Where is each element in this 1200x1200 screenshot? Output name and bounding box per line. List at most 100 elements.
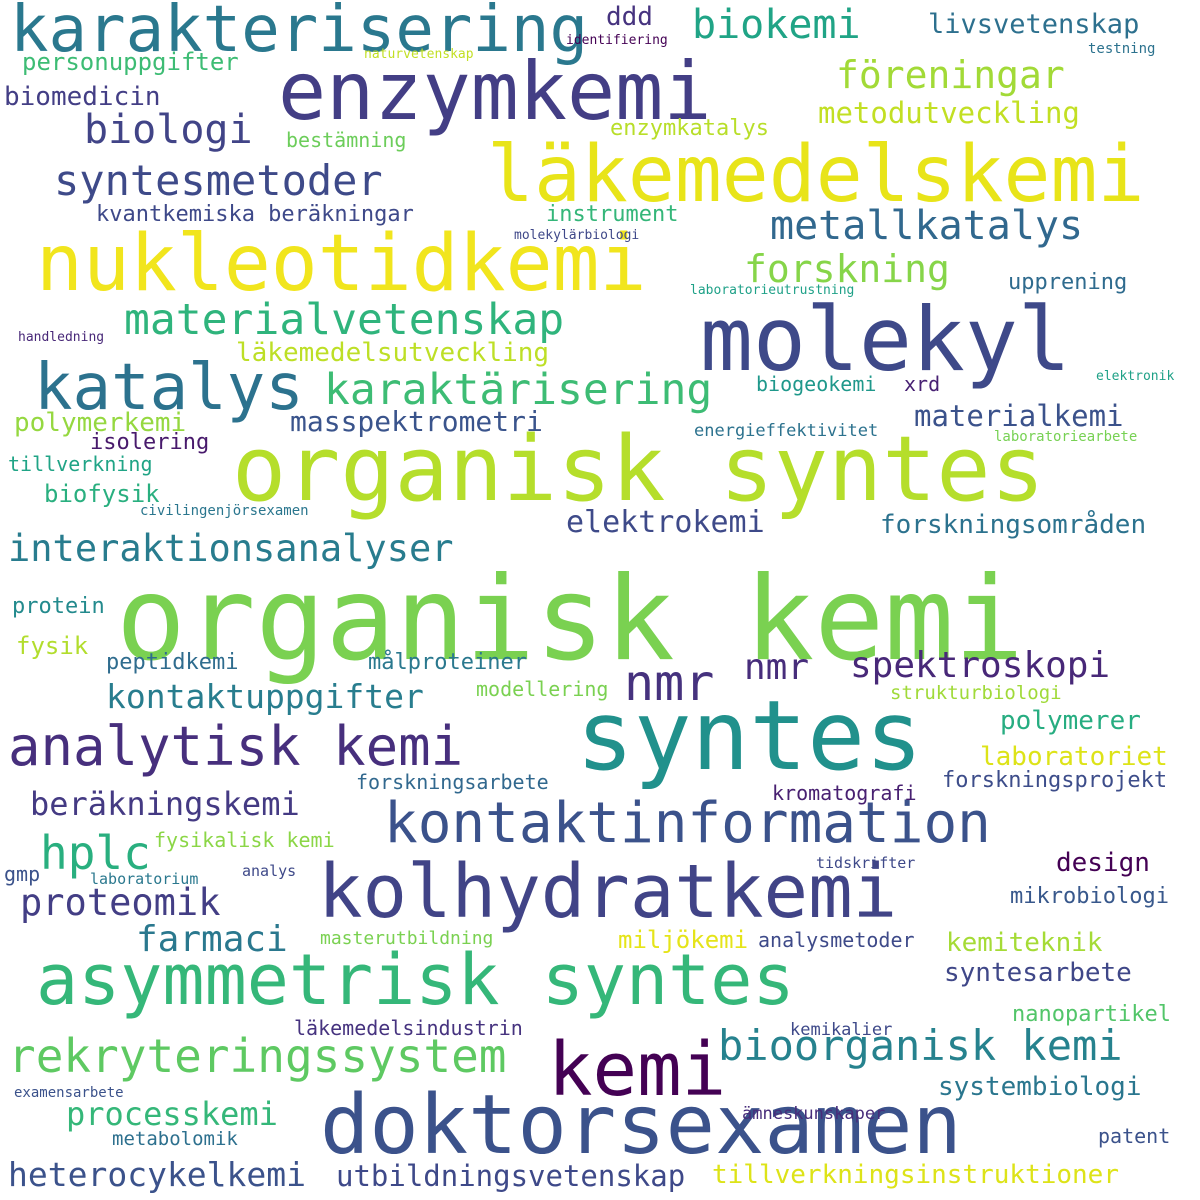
word-forskning: forskning bbox=[744, 247, 950, 291]
word-fysikalisk-kemi: fysikalisk kemi bbox=[154, 828, 335, 852]
word-handledning: handledning bbox=[18, 330, 105, 345]
word-testning: testning bbox=[1088, 41, 1156, 57]
word-kontaktinformation: kontaktinformation bbox=[384, 791, 991, 856]
word-syntesarbete: syntesarbete bbox=[944, 958, 1132, 988]
word-malproteiner: målproteiner bbox=[368, 650, 527, 675]
word-instrument: instrument bbox=[546, 202, 679, 227]
word-molekylarbiologi: molekylärbiologi bbox=[514, 228, 640, 243]
word-tillverkning: tillverkning bbox=[8, 452, 153, 476]
word-nmr-large: nmr bbox=[624, 654, 715, 712]
word-biomedicin: biomedicin bbox=[4, 82, 161, 112]
word-enzymkatalys: enzymkatalys bbox=[610, 116, 769, 141]
word-patent: patent bbox=[1098, 1124, 1171, 1148]
word-nmr-medium: nmr bbox=[744, 647, 810, 688]
word-lakemedelsindustrin: läkemedelsindustrin bbox=[294, 1016, 523, 1040]
word-mikrobiologi: mikrobiologi bbox=[1010, 884, 1169, 909]
word-organisk-kemi: organisk kemi bbox=[116, 552, 1024, 687]
word-civilingenjorsexamen: civilingenjörsexamen bbox=[140, 503, 309, 519]
word-masspektrometri: masspektrometri bbox=[290, 405, 543, 438]
word-nanopartikel: nanopartikel bbox=[1012, 1002, 1171, 1027]
word-examensarbete: examensarbete bbox=[14, 1085, 124, 1101]
word-nukleotidkemi: nukleotidkemi bbox=[36, 219, 647, 309]
word-miljokemi: miljökemi bbox=[618, 926, 749, 954]
word-karakterisering: karakterisering bbox=[10, 0, 588, 67]
word-kontaktuppgifter: kontaktuppgifter bbox=[106, 677, 424, 716]
word-protein: protein bbox=[12, 594, 105, 619]
word-katalys: katalys bbox=[34, 351, 304, 425]
word-polymerer: polymerer bbox=[1000, 706, 1141, 736]
word-masterutbildning: masterutbildning bbox=[320, 928, 494, 949]
word-forskningsprojekt: forskningsprojekt bbox=[942, 768, 1168, 793]
word-ddd: ddd bbox=[606, 2, 653, 32]
word-berakningskemi: beräkningskemi bbox=[30, 785, 300, 823]
word-rekryteringssystem: rekryteringssystem bbox=[8, 1029, 507, 1083]
word-forskningsarbete: forskningsarbete bbox=[356, 770, 549, 794]
word-laboratorium: laboratorium bbox=[90, 870, 199, 888]
word-analysmetoder: analysmetoder bbox=[758, 928, 915, 952]
word-tillverkningsinstruktioner: tillverkningsinstruktioner bbox=[712, 1160, 1119, 1190]
word-kolhydratkemi: kolhydratkemi bbox=[318, 849, 898, 935]
word-materialvetenskap: materialvetenskap bbox=[124, 295, 565, 345]
word-lakemedelsutveckling: läkemedelsutveckling bbox=[236, 338, 550, 368]
word-processkemi: processkemi bbox=[66, 1095, 278, 1133]
word-personuppgifter: personuppgifter bbox=[22, 48, 239, 76]
word-fysik: fysik bbox=[16, 632, 89, 660]
word-laboratorieutrustning: laboratorieutrustning bbox=[690, 283, 855, 298]
word-polymerkemi: polymerkemi bbox=[14, 408, 187, 438]
word-gmp: gmp bbox=[4, 862, 41, 886]
word-metodutveckling: metodutveckling bbox=[818, 96, 1080, 130]
word-hplc: hplc bbox=[40, 826, 151, 880]
word-lakemedelskemi: läkemedelskemi bbox=[487, 130, 1145, 220]
word-energieffektivitet: energieffektivitet bbox=[694, 421, 879, 441]
word-tidskrifter: tidskrifter bbox=[816, 854, 916, 872]
word-upprening: upprening bbox=[1008, 270, 1128, 295]
word-modellering: modellering bbox=[476, 677, 609, 701]
word-kvantkemiska-berakningar: kvantkemiska beräkningar bbox=[96, 202, 414, 227]
word-laboratoriearbete: laboratoriearbete bbox=[994, 429, 1138, 445]
word-peptidkemi: peptidkemi bbox=[106, 650, 239, 675]
word-isolering: isolering bbox=[90, 430, 210, 455]
word-laboratoriet: laboratoriet bbox=[980, 742, 1168, 772]
word-utbildningsvetenskap: utbildningsvetenskap bbox=[336, 1159, 686, 1193]
word-syntesmetoder: syntesmetoder bbox=[54, 156, 383, 205]
word-kemikalier: kemikalier bbox=[790, 1020, 893, 1040]
word-bioorganisk-kemi: bioorganisk kemi bbox=[718, 1021, 1123, 1070]
word-elektronik: elektronik bbox=[1096, 369, 1175, 384]
word-amneskunskaper: ämneskunskaper bbox=[742, 1104, 886, 1124]
word-kemi: kemi bbox=[548, 1027, 727, 1113]
word-proteomik: proteomik bbox=[20, 881, 221, 924]
word-asymmetrisk-syntes: asymmetrisk syntes bbox=[36, 939, 795, 1021]
word-karaktarisering: karaktärisering bbox=[324, 365, 713, 415]
word-biogeokemi: biogeokemi bbox=[756, 372, 877, 396]
word-analys: analys bbox=[242, 862, 297, 880]
word-metallkatalys: metallkatalys bbox=[770, 203, 1084, 249]
word-biokemi: biokemi bbox=[692, 2, 861, 48]
word-kemiteknik: kemiteknik bbox=[946, 928, 1103, 958]
word-livsvetenskap: livsvetenskap bbox=[928, 9, 1140, 40]
word-biofysik: biofysik bbox=[44, 480, 160, 508]
word-forskningsomraden: forskningsområden bbox=[880, 510, 1147, 540]
word-systembiologi: systembiologi bbox=[938, 1072, 1142, 1102]
word-xrd: xrd bbox=[904, 372, 941, 396]
word-foreningar: föreningar bbox=[836, 53, 1065, 97]
word-analytisk-kemi: analytisk kemi bbox=[8, 715, 464, 778]
word-farmaci: farmaci bbox=[136, 919, 288, 960]
word-biologi: biologi bbox=[84, 107, 253, 153]
word-enzymkemi: enzymkemi bbox=[278, 45, 712, 138]
word-interaktionsanalyser: interaktionsanalyser bbox=[8, 527, 454, 570]
word-kromatografi: kromatografi bbox=[772, 781, 917, 805]
word-identifiering: identifiering bbox=[566, 33, 668, 48]
word-molekyl: molekyl bbox=[700, 288, 1071, 391]
word-doktorsexamen: doktorsexamen bbox=[320, 1078, 962, 1173]
word-metabolomik: metabolomik bbox=[112, 1128, 238, 1150]
word-naturvetenskap: naturvetenskap bbox=[364, 47, 474, 62]
word-strukturbiologi: strukturbiologi bbox=[890, 682, 1062, 704]
word-syntes: syntes bbox=[576, 680, 923, 792]
word-bestamning: bestämning bbox=[286, 128, 407, 152]
word-materialkemi: materialkemi bbox=[914, 399, 1124, 433]
word-spektroskopi: spektroskopi bbox=[850, 645, 1111, 686]
word-organisk-syntes: organisk syntes bbox=[232, 417, 1045, 522]
word-design: design bbox=[1056, 848, 1150, 878]
word-elektrokemi: elektrokemi bbox=[566, 505, 765, 540]
